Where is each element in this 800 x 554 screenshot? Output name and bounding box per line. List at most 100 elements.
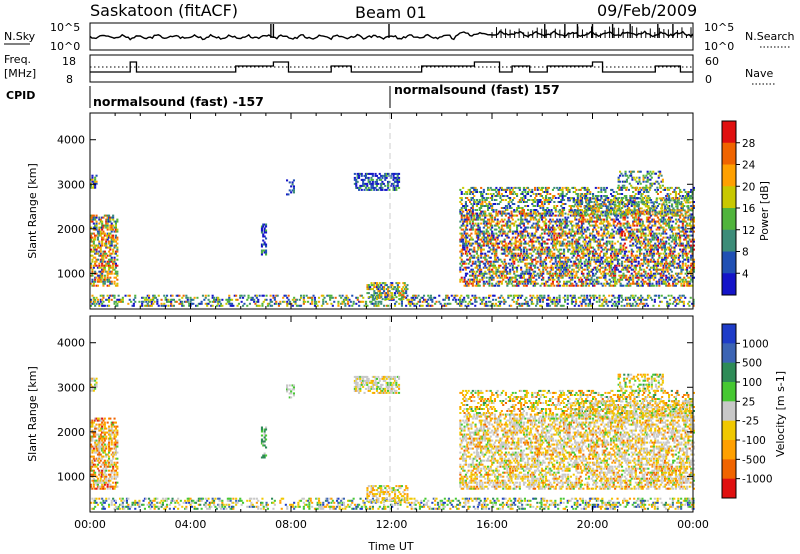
range-cell [610,218,613,221]
range-cell [540,238,543,241]
range-cell [477,244,480,247]
range-cell [387,172,390,175]
range-cell [612,254,615,257]
range-cell [446,296,449,299]
range-cell [395,178,398,181]
range-cell [614,214,617,217]
range-cell [499,232,502,235]
range-cell [98,240,101,243]
range-cell [101,242,104,245]
range-cell [601,298,604,301]
range-cell [511,258,514,261]
range-cell [477,222,480,225]
range-cell [684,264,687,267]
range-cell [109,244,112,247]
range-cell [651,274,654,277]
range-cell [672,262,675,265]
range-cell [391,298,394,301]
range-cell [384,178,387,181]
range-cell [506,282,509,285]
range-cell [673,280,676,283]
range-cell [663,256,666,259]
range-cell [576,224,579,227]
range-cell [540,252,543,255]
range-cell [619,228,622,231]
range-cell [587,214,590,217]
range-cell [484,210,487,213]
range-cell [518,234,521,237]
range-cell [648,274,651,277]
range-cell [509,264,512,267]
range-cell [545,214,548,217]
range-cell [94,182,97,185]
range-cell [623,242,626,245]
range-cell [366,184,369,187]
range-cell [650,260,653,263]
range-cell [539,234,542,237]
range-cell [583,264,586,267]
range-cell [485,266,488,269]
range-cell [139,304,142,307]
range-cell [607,262,610,265]
range-cell [537,298,540,301]
range-cell [619,278,622,281]
range-cell [113,294,116,297]
range-cell [598,270,601,273]
range-cell [611,248,614,251]
range-cell [578,268,581,271]
range-cell [686,234,689,237]
range-cell [614,248,617,251]
range-cell [556,254,559,257]
range-cell [289,300,292,303]
range-cell [466,228,469,231]
range-cell [98,226,101,229]
range-cell [102,226,105,229]
range-cell [634,264,637,267]
range-cell [688,280,691,283]
range-cell [384,292,387,295]
range-cell [687,280,690,283]
range-cell [648,242,651,245]
range-cell [469,252,472,255]
range-cell [406,294,409,297]
range-cell [672,220,675,223]
range-cell [590,250,593,253]
range-cell [103,280,106,283]
range-cell [568,266,571,269]
range-cell [644,254,647,257]
range-cell [648,238,651,241]
range-cell [348,298,351,301]
range-cell [680,234,683,237]
range-cell [395,180,398,183]
range-cell [684,220,687,223]
range-cell [622,222,625,225]
range-cell [546,270,549,273]
range-cell [275,294,278,297]
range-cell [96,300,99,303]
range-cell [373,286,376,289]
range-cell [520,240,523,243]
range-cell [91,278,94,281]
range-cell [656,280,659,283]
range-cell [516,240,519,243]
range-cell [551,276,554,279]
range-cell [503,260,506,263]
range-cell [166,300,169,303]
range-cell [491,238,494,241]
range-cell [518,294,521,297]
range-cell [210,304,213,307]
range-cell [634,212,637,215]
cpid-right-text: normalsound (fast) 157 [394,82,560,97]
range-cell [193,296,196,299]
range-cell [644,298,647,301]
range-cell [108,240,111,243]
range-cell [539,248,542,251]
range-cell [558,244,561,247]
range-cell [684,278,687,281]
range-cell [564,224,567,227]
range-cell [510,294,513,297]
range-cell [618,280,621,283]
range-cell [487,242,490,245]
range-cell [396,174,399,177]
range-cell [630,234,633,237]
